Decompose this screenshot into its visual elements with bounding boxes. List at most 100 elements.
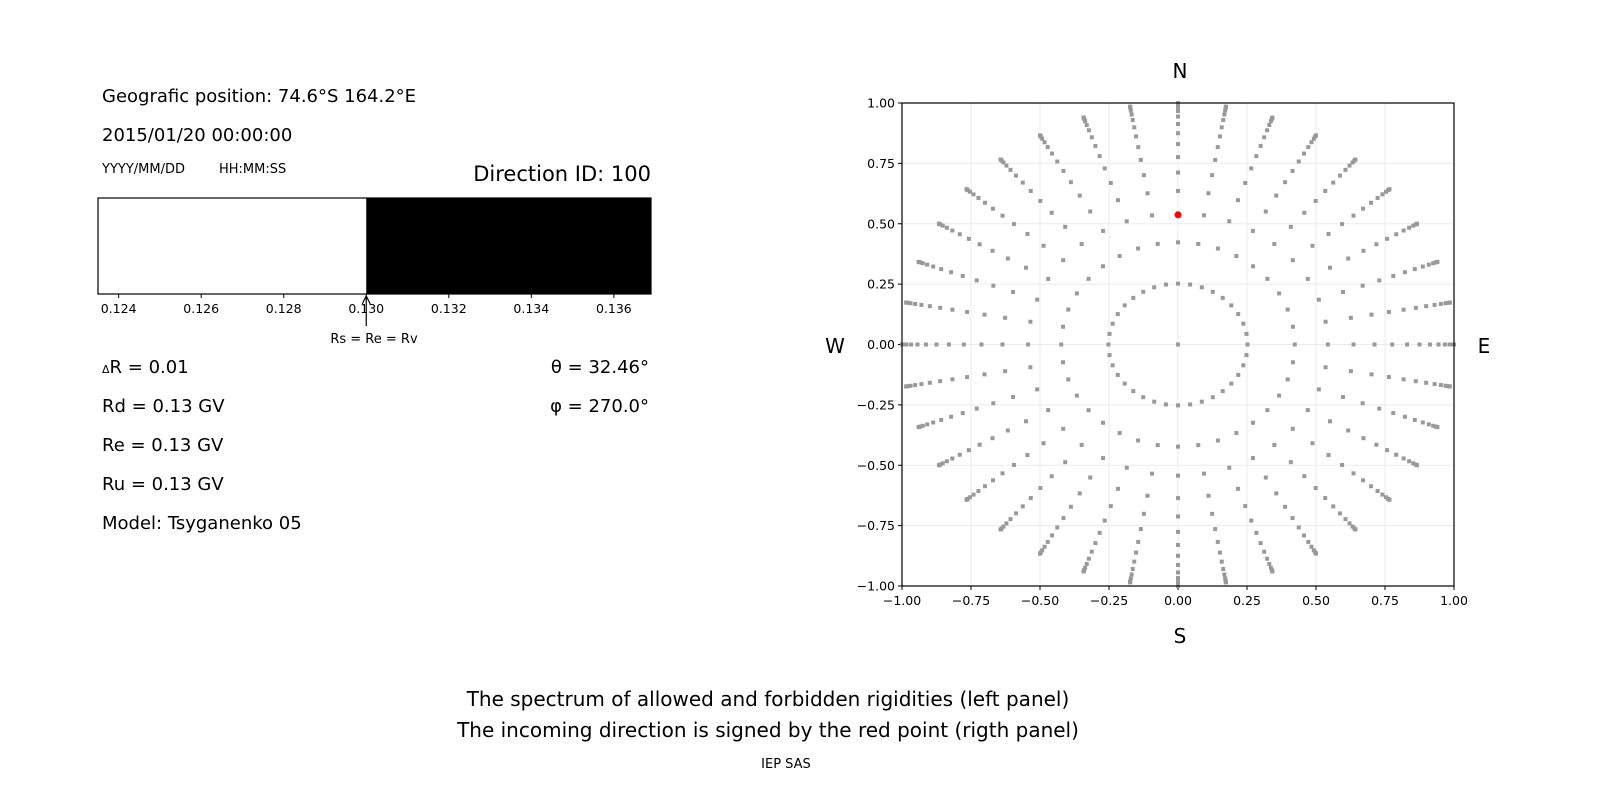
direction-point [961,342,966,347]
direction-point [1331,180,1336,185]
spectrum-tick-label: 0.124 [101,301,137,316]
direction-point [1110,363,1115,368]
direction-point [1084,123,1089,128]
direction-point [1236,372,1241,377]
direction-point [1128,580,1133,585]
direction-point [1241,363,1246,368]
direction-point [1101,228,1106,233]
direction-point [1263,475,1268,480]
direction-point [1003,369,1008,374]
direction-point [924,342,929,347]
direction-point [1424,380,1429,385]
direction-point [944,225,949,230]
y-tick-label: 0.00 [867,337,895,352]
direction-point [1176,170,1180,175]
direction-point [1420,264,1425,269]
direction-point [1346,428,1351,433]
direction-point [1435,259,1440,264]
direction-point [1340,462,1345,467]
spectrum-segment-forbidden [366,198,651,294]
direction-point [1426,422,1431,427]
direction-point [1250,228,1255,233]
direction-point [1063,460,1068,465]
direction-point [1038,133,1042,138]
direction-point [1136,539,1141,544]
direction-point [1302,210,1307,215]
direction-point [1254,530,1259,535]
direction-point [1326,453,1331,458]
direction-point [1274,491,1279,496]
direction-point [1206,191,1211,196]
direction-point [1038,486,1043,491]
direction-point [1097,154,1102,159]
direction-point [1369,484,1374,489]
direction-point [1323,365,1328,370]
direction-point [1391,273,1396,278]
direction-point [982,312,987,317]
direction-point [1084,561,1089,566]
direction-point [1023,419,1028,424]
direction-point [1251,420,1256,425]
direction-point [1420,420,1425,425]
direction-point [920,261,925,266]
direction-point [1412,417,1417,422]
direction-point [1155,241,1160,246]
direction-point [1101,456,1106,461]
direction-point [1213,157,1218,162]
direction-point [1268,119,1273,124]
y-tick-label: −0.50 [857,458,895,473]
re-value: Re = 0.13 GV [102,435,224,456]
direction-point [1005,256,1010,261]
direction-point [1296,525,1301,530]
direction-point [1081,115,1086,120]
direction-point [1176,122,1180,127]
direction-point [1272,242,1277,247]
direction-point [1042,140,1047,145]
direction-point [1089,549,1094,554]
direction-point [1447,300,1452,305]
direction-point [1088,209,1093,214]
direction-point [1026,342,1031,347]
y-tick-label: 0.75 [867,156,895,171]
direction-point [1210,395,1215,400]
direction-point [1215,438,1220,443]
direction-point [1141,173,1146,178]
direction-point [1141,289,1146,294]
direction-point [965,309,970,314]
direction-point [949,414,954,419]
direction-point [904,342,909,347]
direction-point [1431,423,1436,428]
direction-point [1059,342,1064,347]
direction-point [1385,448,1390,453]
direction-point [1020,180,1025,185]
direction-point [1219,559,1224,564]
direction-point [1290,168,1295,173]
direction-point [960,411,965,416]
direction-point [931,264,936,269]
direction-point [1431,261,1436,266]
direction-point [1447,384,1452,389]
direction-point [1042,544,1047,549]
direction-point [1129,572,1134,577]
direction-point [991,478,996,483]
direction-point [1353,157,1358,162]
direction-point [1102,518,1107,523]
direction-point [1004,521,1009,526]
direction-point [1106,342,1111,347]
direction-point [1041,441,1046,446]
spectrum-annotation: Rs = Re = Rv [330,332,418,347]
direction-point [920,423,925,428]
direction-point [1176,104,1180,109]
direction-point [908,383,913,388]
direction-point [964,497,969,502]
direction-point [1267,561,1272,566]
direction-point [1296,159,1301,164]
direction-point [1290,516,1295,521]
direction-point [1270,115,1275,120]
direction-point [1115,372,1120,377]
direction-point [1407,225,1412,230]
direction-point [1149,213,1154,218]
direction-point [940,223,945,228]
direction-point [1023,265,1028,270]
direction-point [1390,342,1395,347]
